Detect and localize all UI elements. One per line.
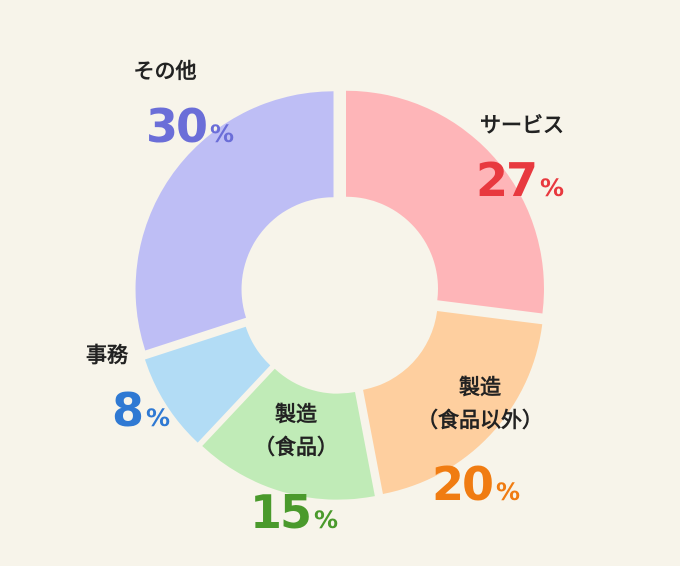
labels-group: サービス 27 % 製造 （食品以外） 20 % 製造 （食品） 15 % 事務 8 % その他 30% — [86, 59, 564, 539]
slice-manufacturing-food — [202, 368, 375, 500]
label-manufacturing-food-line-1: 製造 — [274, 402, 318, 426]
value-manufacturing-non-food: 20% — [432, 457, 520, 511]
value-number-other: 30 — [146, 99, 206, 153]
label-manufacturing-non-food-line-1: 製造 — [458, 375, 502, 399]
value-number-manufacturing-food: 15 — [250, 485, 310, 539]
value-number-office: 8 — [112, 383, 142, 437]
value-office: 8% — [112, 383, 170, 437]
label-office: 事務 — [86, 343, 129, 367]
value-manufacturing-food: 15% — [250, 485, 338, 539]
value-unit-service: % — [540, 174, 564, 202]
value-other: 30% — [146, 99, 234, 153]
slice-service — [346, 90, 545, 314]
value-unit-manufacturing-non-food: % — [496, 478, 520, 506]
value-unit-manufacturing-food: % — [314, 506, 338, 534]
label-service: サービス — [480, 113, 564, 137]
value-unit-other: % — [210, 120, 234, 148]
slice-other — [135, 91, 334, 351]
value-unit-office: % — [146, 404, 170, 432]
label-manufacturing-food-line-2: （食品） — [254, 435, 338, 459]
label-other: その他 — [134, 59, 197, 83]
slices-group — [135, 90, 545, 500]
value-service: 27% — [476, 153, 564, 207]
slice-manufacturing-non-food — [363, 311, 543, 494]
label-manufacturing-non-food-line-2: （食品以外） — [417, 408, 543, 432]
value-number-manufacturing-non-food: 20 — [432, 457, 492, 511]
value-number-service: 27 — [476, 153, 536, 207]
slice-office — [144, 326, 271, 443]
